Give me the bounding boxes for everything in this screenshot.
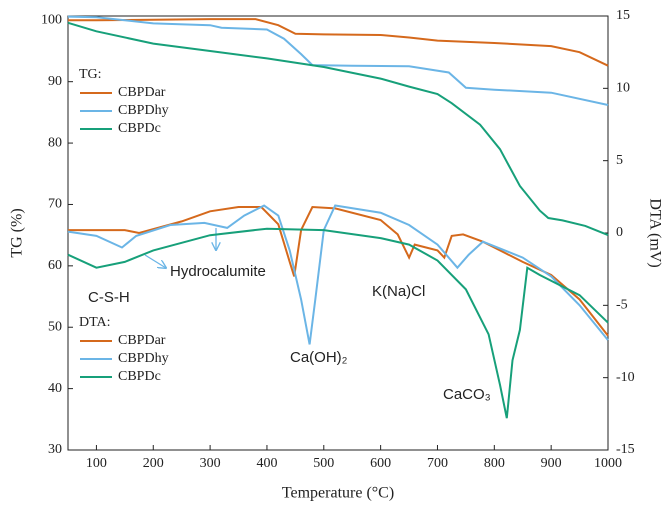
- y-tick-label: 70: [48, 197, 62, 212]
- arrow: [144, 254, 166, 268]
- data-line: [68, 205, 609, 337]
- y-axis-label: TG (%): [9, 208, 26, 257]
- y2-tick-label: 5: [616, 153, 623, 168]
- y2-tick-label: 10: [616, 81, 630, 96]
- y-tick-label: 40: [48, 381, 62, 396]
- annotation: CaCO₃: [443, 386, 491, 403]
- legend-label: CBPDhy: [118, 351, 169, 366]
- y-tick-label: 60: [48, 258, 62, 273]
- legend-label: CBPDar: [118, 85, 166, 100]
- legend-title: DTA:: [79, 315, 111, 330]
- x-tick-label: 800: [484, 456, 505, 471]
- y2-tick-label: -5: [616, 298, 628, 313]
- data-line: [67, 15, 609, 106]
- x-tick-label: 500: [313, 456, 334, 471]
- annotation: Hydrocalumite: [170, 263, 266, 280]
- legend-label: CBPDc: [118, 121, 161, 136]
- y-tick-label: 90: [48, 74, 62, 89]
- annotation: C-S-H: [88, 289, 130, 306]
- x-tick-label: 400: [256, 456, 277, 471]
- y2-tick-label: 0: [616, 225, 623, 240]
- annotation: Ca(OH)₂: [290, 349, 348, 366]
- x-tick-label: 100: [86, 456, 107, 471]
- legend-label: CBPDhy: [118, 103, 169, 118]
- y2-axis-label: DTA (mV): [646, 198, 663, 267]
- data-line: [67, 227, 609, 419]
- data-line: [67, 21, 609, 237]
- y-tick-label: 100: [41, 13, 62, 28]
- legend-title: TG:: [79, 67, 102, 82]
- x-axis-label: Temperature (°C): [282, 485, 394, 502]
- x-tick-label: 200: [143, 456, 164, 471]
- x-tick-label: 300: [200, 456, 221, 471]
- y2-tick-label: 15: [616, 8, 630, 23]
- x-tick-label: 900: [541, 456, 562, 471]
- y-tick-label: 30: [48, 442, 62, 457]
- legend-label: CBPDar: [118, 333, 166, 348]
- legend-label: CBPDc: [118, 369, 161, 384]
- y-tick-label: 50: [48, 319, 62, 334]
- x-tick-label: 700: [427, 456, 448, 471]
- data-line: [68, 18, 609, 67]
- annotation: K(Na)Cl: [372, 283, 425, 300]
- y-tick-label: 80: [48, 135, 62, 150]
- x-tick-label: 600: [370, 456, 391, 471]
- y2-tick-label: -15: [616, 442, 635, 457]
- data-line: [67, 204, 609, 345]
- x-tick-label: 1000: [594, 456, 622, 471]
- y2-tick-label: -10: [616, 370, 635, 385]
